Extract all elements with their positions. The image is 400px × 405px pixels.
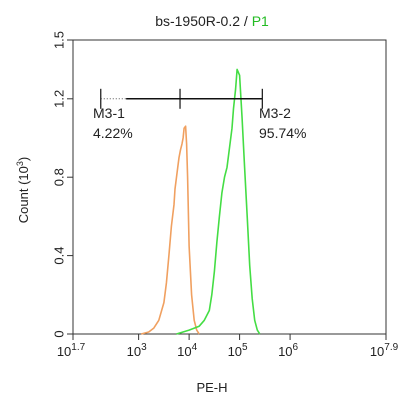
x-tick-label: 105 — [228, 342, 248, 359]
y-tick-label: 0.4 — [52, 247, 67, 265]
histogram-series-2 — [176, 68, 261, 335]
x-tick-base: 10 — [177, 344, 191, 359]
x-tick-base: 10 — [228, 344, 242, 359]
x-tick-exp: 7.9 — [384, 342, 398, 353]
plot-frame — [72, 39, 387, 335]
x-tick-exp: 6 — [293, 342, 299, 353]
chart-title: bs-1950R-0.2 / P1 — [155, 13, 269, 29]
x-tick-label: 101.7 — [57, 342, 86, 359]
y-axis-label: Count (103) — [15, 157, 31, 223]
gate-m3-1-percent: 4.22% — [93, 125, 133, 141]
x-axis-ticks: 101.7 103 104 105 106 107.9 — [57, 334, 399, 359]
y-axis-label-close: ) — [16, 157, 31, 161]
chart-title-accent: P1 — [252, 13, 269, 29]
x-tick-label: 107.9 — [370, 342, 399, 359]
x-tick-exp: 1.7 — [71, 342, 85, 353]
x-tick-label: 104 — [177, 342, 197, 359]
y-axis-label-text: Count (10 — [16, 166, 31, 223]
x-axis-label: PE-H — [196, 380, 227, 395]
y-tick-label: 1.2 — [52, 90, 67, 108]
gate-m3-2-percent: 95.74% — [259, 125, 306, 141]
x-tick-exp: 3 — [141, 342, 147, 353]
x-tick-base: 10 — [57, 344, 71, 359]
x-tick-exp: 5 — [242, 342, 248, 353]
y-axis-ticks: 0 0.4 0.8 1.2 1.5 — [52, 31, 73, 338]
x-tick-base: 10 — [278, 344, 292, 359]
gates-group: M3-1 4.22% M3-2 95.74% — [93, 88, 306, 141]
x-tick-label: 103 — [127, 342, 147, 359]
x-tick-base: 10 — [127, 344, 141, 359]
x-tick-exp: 4 — [192, 342, 198, 353]
y-tick-label: 1.5 — [52, 31, 67, 49]
gate-m3-1-name: M3-1 — [93, 105, 125, 121]
gate-m3-2-name: M3-2 — [259, 105, 291, 121]
series-group — [140, 68, 261, 335]
y-tick-label: 0.8 — [52, 168, 67, 186]
x-tick-base: 10 — [370, 344, 384, 359]
y-tick-label: 0 — [52, 330, 67, 337]
y-axis-label-exp: 3 — [15, 161, 25, 166]
histogram-series-1 — [140, 125, 200, 335]
chart-title-main: bs-1950R-0.2 / — [155, 13, 252, 29]
x-tick-label: 106 — [278, 342, 298, 359]
